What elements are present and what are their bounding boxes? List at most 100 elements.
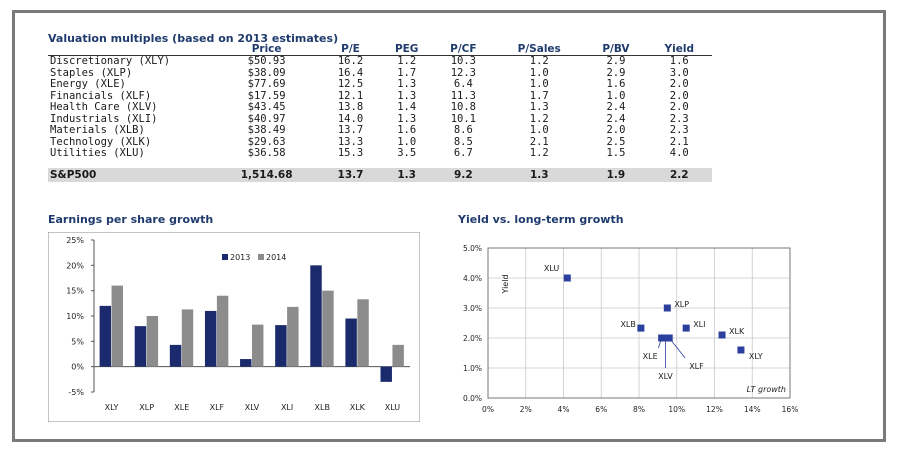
x-tick-label: 8% [633, 405, 645, 414]
y-tick-label: 1.0% [463, 364, 482, 373]
metric-value: $36.58 [247, 147, 286, 159]
x-tick-label: 0% [482, 405, 494, 414]
x-tick-label: 12% [706, 405, 723, 414]
x-tick-label: 4% [558, 405, 570, 414]
x-tick-label: 14% [744, 405, 761, 414]
y-tick-label: 15% [66, 287, 84, 296]
metric-value: 13.3 [337, 135, 364, 148]
metric-value: 3.5 [397, 147, 417, 159]
point-xlb [637, 324, 645, 332]
metric-value: 1.6 [669, 55, 689, 67]
metric-value: $17.59 [247, 89, 286, 102]
metric-value: 11.3 [450, 89, 476, 102]
metric-value: 4.0 [669, 147, 689, 159]
metric-value: 1.2 [397, 55, 417, 67]
bar-2013-xlk [345, 318, 357, 367]
index-value: 13.7 [321, 167, 380, 182]
bar-2014-xlv [252, 324, 264, 367]
metric-value: $50.93 [247, 55, 286, 67]
x-axis-label: LT growth [747, 385, 786, 394]
sp500-row: S&P500 1,514.68 13.7 1.3 9.2 1.3 1.9 2.2 [48, 167, 712, 182]
point-label: XLP [674, 300, 689, 309]
metric-value: 2.0 [669, 78, 689, 90]
table-row: Technology (XLK) $29.63 13.3 1.0 8.5 2.1 2.5 2.… [48, 135, 712, 149]
metric-value: 2.0 [669, 89, 689, 102]
metric-value: 2.5 [606, 135, 626, 148]
metric-value: 1.0 [397, 135, 417, 148]
column-header: P/CF [433, 44, 494, 56]
metric-value: 8.5 [453, 135, 473, 148]
sector-name: Utilities (XLU) [50, 147, 145, 159]
point-label: XLF [689, 362, 704, 371]
metric-value: $77.69 [247, 78, 286, 90]
point-label: XLV [658, 372, 673, 381]
metric-value: 1.3 [397, 89, 417, 102]
index-value: 2.2 [646, 167, 712, 182]
x-tick-label: 16% [782, 405, 799, 414]
sector-name: Materials (XLB) [50, 124, 145, 136]
spacer-cell [48, 160, 712, 168]
metric-value: 10.8 [450, 101, 476, 113]
metric-value: 2.3 [669, 112, 689, 125]
point-xlk [718, 331, 726, 339]
point-label: XLU [544, 264, 560, 273]
column-header: Yield [646, 44, 712, 56]
bar-2013-xlp [134, 326, 147, 367]
table-row: Financials (XLF) $17.59 12.1 1.3 11.3 1.7 1.0 2… [48, 89, 712, 103]
metric-value: 12.1 [337, 89, 364, 102]
valuation-table: Price P/E PEG P/CF P/Sales P/BV Yield Di… [48, 44, 712, 182]
bar-2014-xlu [392, 344, 404, 367]
metric-value: 13.7 [337, 124, 364, 136]
eps-chart-title: Earnings per share growth [48, 213, 214, 226]
bar-2013-xlb [310, 265, 322, 367]
x-tick-label: XLV [245, 403, 260, 412]
metric-value: 12.3 [450, 66, 476, 79]
y-tick-label: 0.0% [463, 394, 482, 403]
metric-value: 6.7 [453, 147, 473, 159]
metric-value: 1.6 [397, 124, 417, 136]
yield-growth-scatter-chart: 0.0% 1.0% 2.0% 3.0% 4.0% 5.0% 0% 2% 4% 6% 8% 10% 12%… [463, 244, 799, 414]
x-tick-label: 10% [668, 405, 685, 414]
metric-value: 1.6 [606, 78, 626, 90]
x-tick-label: XLF [210, 403, 225, 412]
y-tick-label: 4.0% [463, 274, 482, 283]
table-row: Discretionary (XLY) $50.93 16.2 1.2 10.3 1.2 2… [48, 55, 712, 68]
y-axis-label: Yield [501, 274, 510, 294]
metric-value: 1.5 [606, 147, 626, 159]
index-name: S&P500 [48, 167, 212, 182]
sector-name: Energy (XLE) [50, 78, 126, 90]
sector-name: Discretionary (XLY) [50, 55, 171, 67]
column-header: P/BV [585, 44, 647, 56]
metric-value: 1.7 [397, 66, 417, 79]
point-xly [737, 346, 745, 354]
sector-name: Industrials (XLI) [50, 112, 158, 125]
index-value: 1.9 [585, 167, 647, 182]
index-value: 9.2 [433, 167, 494, 182]
x-tick-label: XLI [281, 403, 293, 412]
x-tick-label: XLY [105, 403, 119, 412]
metric-value: $43.45 [247, 101, 286, 113]
sector-name: Staples (XLP) [50, 66, 133, 79]
index-value: 1.3 [379, 167, 434, 182]
metric-value: 1.7 [529, 89, 549, 102]
y-tick-label: 5.0% [463, 244, 482, 253]
metric-value: 1.3 [397, 78, 417, 90]
column-header [48, 44, 212, 56]
metric-value: 1.2 [529, 55, 549, 67]
bar-2013-xlf [204, 310, 217, 367]
sector-name: Health Care (XLV) [50, 101, 158, 113]
sector-name: Financials (XLF) [50, 89, 152, 102]
metric-value: 1.3 [529, 101, 549, 113]
metric-value: 10.3 [450, 55, 476, 67]
metric-value: 12.5 [337, 78, 364, 90]
metric-value: 2.1 [529, 135, 549, 148]
column-header: P/Sales [493, 44, 586, 56]
point-label: XLB [620, 320, 635, 329]
eps-growth-bar-chart: -5% 0% 5% 10% 15% 20% 25% XLY XLP XLE XLF XLV XLI XLB… [48, 232, 420, 422]
metric-value: 1.2 [529, 112, 549, 125]
bar-2014-xly [111, 285, 123, 367]
metric-value: 2.9 [606, 55, 626, 67]
point-xlp [663, 304, 671, 312]
bar-2013-xle [169, 344, 182, 367]
metric-value: 2.9 [606, 66, 626, 79]
